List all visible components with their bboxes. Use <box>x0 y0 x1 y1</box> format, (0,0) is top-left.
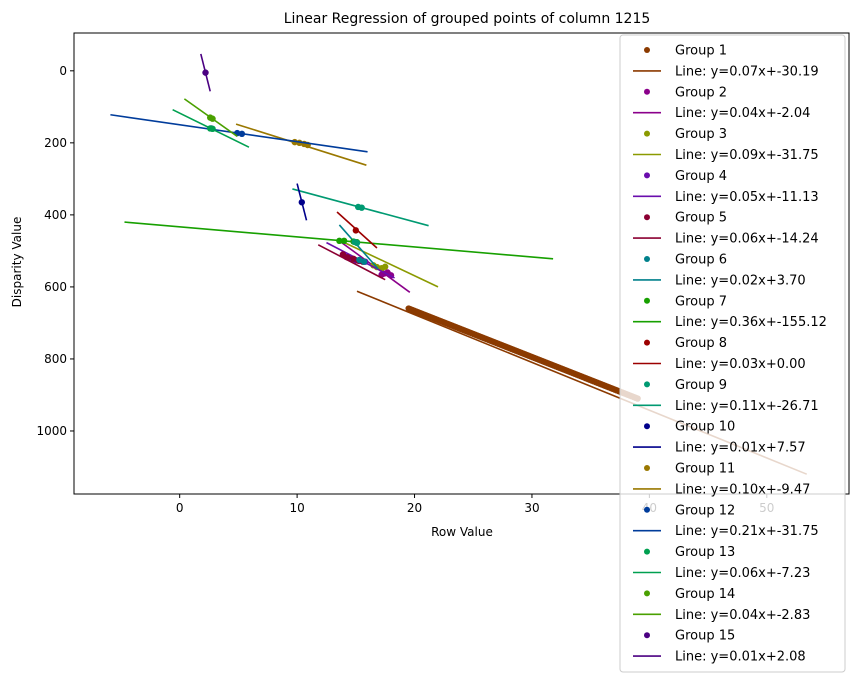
legend-label: Group 10 <box>675 420 735 435</box>
x-tick-label: 0 <box>176 501 184 515</box>
data-point <box>340 237 348 245</box>
y-axis: 0 200 400 600 800 1000 <box>36 64 74 438</box>
data-point <box>209 125 216 133</box>
series-7 <box>124 221 554 260</box>
legend-marker <box>644 339 650 346</box>
y-tick-label: 0 <box>59 64 67 78</box>
y-tick-label: 400 <box>44 208 67 222</box>
data-point <box>360 258 368 265</box>
y-tick-label: 600 <box>44 280 67 294</box>
legend-marker <box>644 214 650 221</box>
y-tick-label: 1000 <box>36 424 67 438</box>
legend-label: Group 11 <box>675 462 735 477</box>
series-6 <box>338 224 379 270</box>
series-12 <box>110 113 368 153</box>
series-13 <box>172 108 250 148</box>
data-point <box>352 227 360 234</box>
legend-label: Group 14 <box>675 587 735 602</box>
legend-label: Group 8 <box>675 336 727 351</box>
legend-marker <box>644 88 650 95</box>
legend-label: Line: y=0.07x+-30.19 <box>675 64 819 79</box>
series-14 <box>183 98 238 138</box>
legend-marker <box>644 47 650 53</box>
data-point <box>238 130 246 138</box>
data-point <box>209 115 216 122</box>
legend-marker <box>644 297 650 304</box>
legend-marker <box>644 381 650 388</box>
data-point <box>381 263 389 270</box>
legend-marker <box>644 130 650 137</box>
legend-label: Line: y=0.11x+-26.71 <box>675 399 819 414</box>
legend-marker <box>644 172 650 179</box>
legend-marker <box>644 256 650 262</box>
legend-label: Line: y=0.04x+-2.83 <box>675 608 810 623</box>
legend-marker <box>644 465 650 471</box>
legend-label: Group 6 <box>675 253 727 268</box>
legend-marker <box>644 632 650 639</box>
data-point <box>339 251 347 258</box>
legend-label: Line: y=0.01x+7.57 <box>675 441 806 456</box>
legend-label: Line: y=0.06x+-7.23 <box>675 566 810 581</box>
data-point <box>298 199 306 206</box>
legend-marker <box>644 506 650 513</box>
legend-label: Line: y=0.03x+0.00 <box>675 357 806 372</box>
regression-line-5 <box>317 244 386 281</box>
series-15 <box>200 53 211 92</box>
data-point <box>202 69 209 76</box>
series-10 <box>296 183 308 221</box>
legend-marker <box>644 423 650 430</box>
x-tick-label: 10 <box>289 501 304 515</box>
legend-label: Line: y=0.02x+3.70 <box>675 273 806 288</box>
legend-box <box>619 34 846 673</box>
legend-label: Group 13 <box>675 545 735 560</box>
legend-label: Group 9 <box>675 378 727 393</box>
regression-line-3 <box>342 241 439 288</box>
data-point <box>353 239 361 247</box>
plot-area <box>110 53 808 475</box>
y-tick-label: 200 <box>44 136 67 150</box>
data-point <box>336 237 343 245</box>
x-tick-label: 30 <box>524 501 539 515</box>
data-point <box>344 254 351 261</box>
legend-label: Line: y=0.06x+-14.24 <box>675 232 819 247</box>
series-9 <box>292 188 429 247</box>
legend-label: Group 3 <box>675 127 727 142</box>
legend-marker <box>644 548 650 555</box>
legend-label: Group 1 <box>675 44 727 59</box>
legend-label: Group 12 <box>675 503 735 518</box>
y-axis-label: Disparity Value <box>10 217 24 308</box>
legend-label: Group 7 <box>675 294 727 309</box>
legend-label: Line: y=0.21x+-31.75 <box>675 524 819 539</box>
legend-label: Line: y=0.01x+2.08 <box>675 650 806 665</box>
legend-label: Line: y=0.05x+-11.13 <box>675 190 819 205</box>
y-tick-label: 800 <box>44 352 67 366</box>
legend-label: Line: y=0.10x+-9.47 <box>675 482 810 497</box>
legend-label: Group 4 <box>675 169 727 184</box>
legend-label: Group 2 <box>675 85 727 100</box>
legend-label: Line: y=0.04x+-2.04 <box>675 106 810 121</box>
legend: Group 1 Line: y=0.07x+-30.19 Group 2 Line: … <box>619 34 846 673</box>
axes-frame <box>73 32 850 495</box>
legend-label: Line: y=0.36x+-155.12 <box>675 315 827 330</box>
series-11 <box>235 123 367 166</box>
data-point <box>358 204 365 211</box>
chart-title: Linear Regression of grouped points of c… <box>284 11 651 27</box>
series-8 <box>336 211 378 249</box>
regression-line-6 <box>338 224 379 270</box>
legend-label: Line: y=0.09x+-31.75 <box>675 148 819 163</box>
legend-label: Group 5 <box>675 211 727 226</box>
x-tick-label: 20 <box>407 501 422 515</box>
x-axis-label: Row Value <box>431 525 493 539</box>
legend-label: Group 15 <box>675 629 735 644</box>
legend-marker <box>644 590 650 597</box>
